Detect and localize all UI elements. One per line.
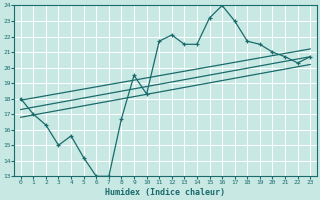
X-axis label: Humidex (Indice chaleur): Humidex (Indice chaleur) bbox=[106, 188, 226, 197]
